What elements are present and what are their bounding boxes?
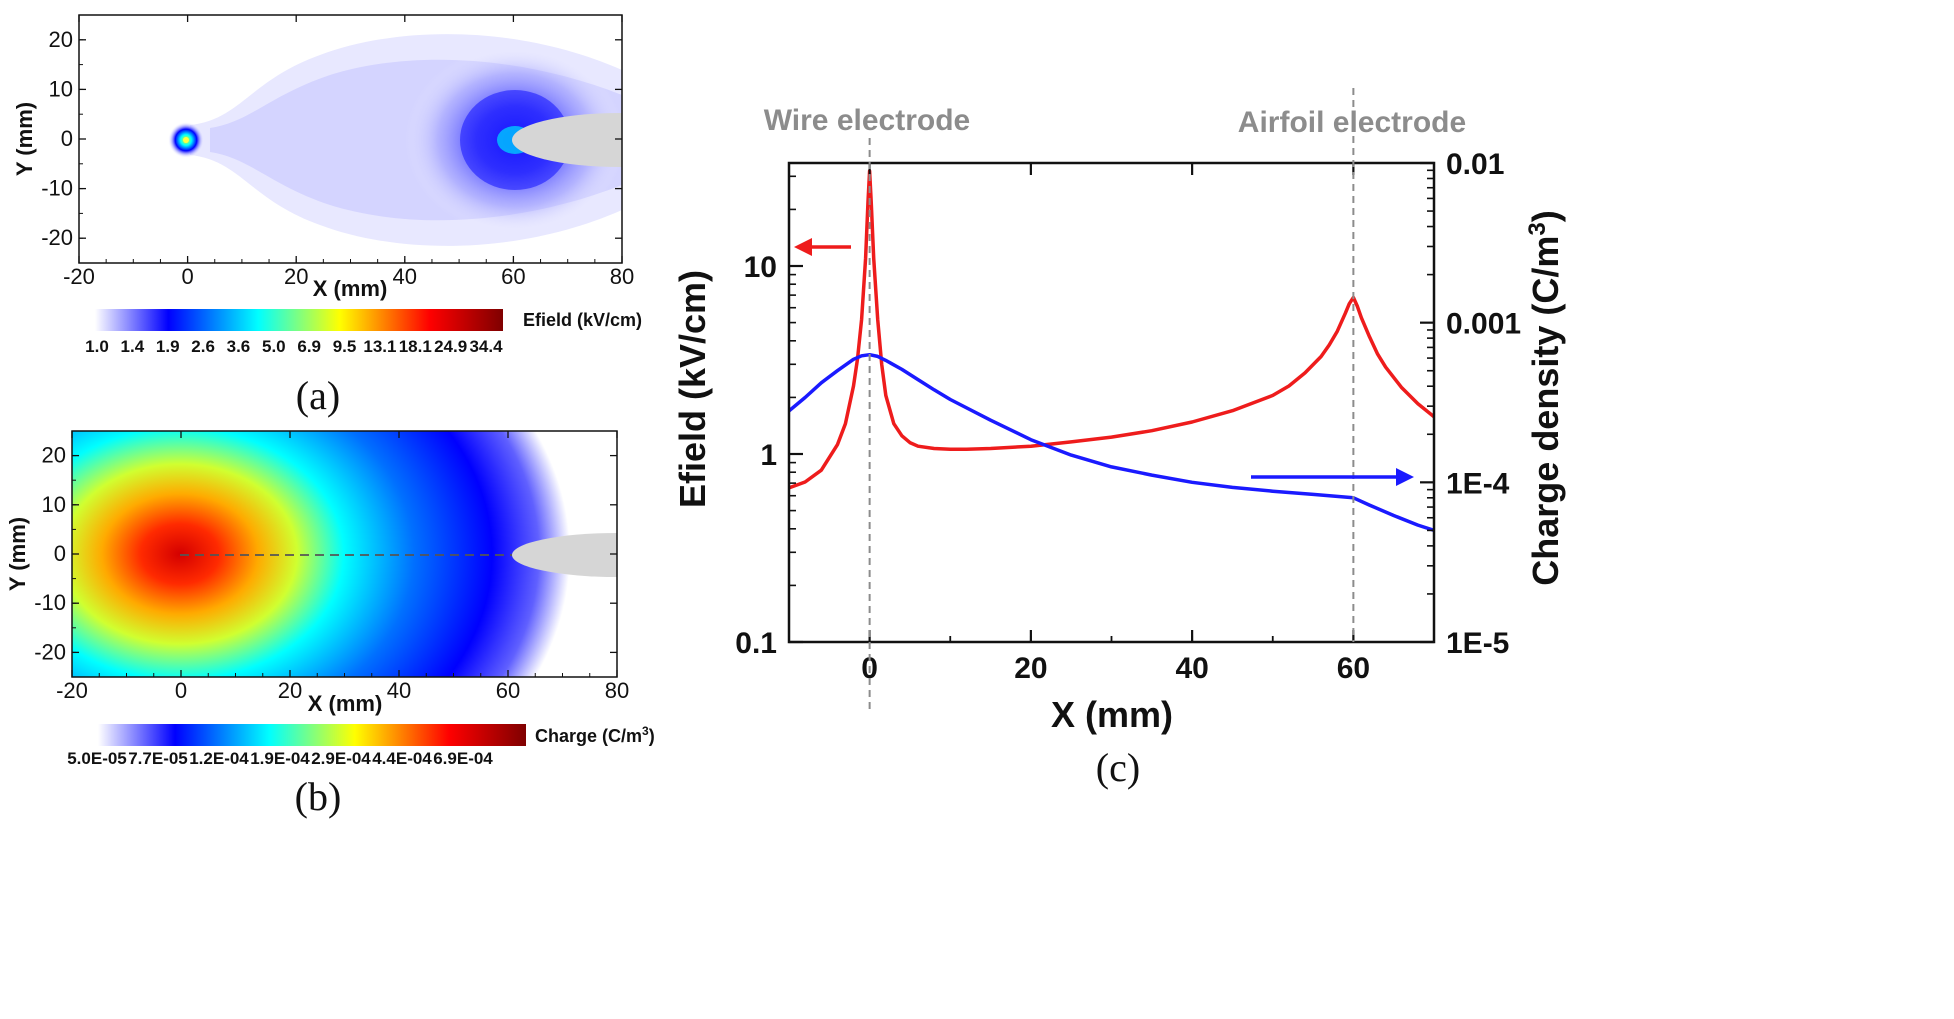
panel-a-colorbar-ticks: 1.0 1.4 1.9 2.6 3.6 5.0 6.9 9.5 13.1 18.1 24.9 34.4 bbox=[85, 337, 503, 356]
y-tick-label: -10 bbox=[41, 176, 73, 201]
panel-a-label: (a) bbox=[296, 373, 340, 418]
colorbar-tick-label: 5.0E-05 bbox=[67, 749, 127, 768]
panel-c-plot-area bbox=[789, 169, 1434, 533]
x-tick-label: 60 bbox=[501, 264, 525, 289]
y-tick-label: 0 bbox=[61, 126, 73, 151]
panel-b-axes: -20 0 20 40 60 80 20 10 0 -10 -20 bbox=[34, 430, 629, 703]
x-tick-label: -20 bbox=[56, 678, 88, 703]
colorbar-tick-label: 1.2E-04 bbox=[189, 749, 249, 768]
y-tick-label: 10 bbox=[42, 492, 66, 517]
colorbar-tick-label: 6.9 bbox=[297, 337, 321, 356]
panel-a-colorbar-title: Efield (kV/cm) bbox=[523, 310, 642, 330]
colorbar-tick-label: 2.9E-04 bbox=[311, 749, 371, 768]
colorbar-tick-label: 6.9E-04 bbox=[433, 749, 493, 768]
y-tick-label: 10 bbox=[49, 76, 73, 101]
x-tick-label: 60 bbox=[496, 678, 520, 703]
panel-a-ylabel: Y (mm) bbox=[12, 102, 37, 176]
left-y-tick-label: 1 bbox=[760, 439, 777, 472]
panel-b-xlabel: X (mm) bbox=[308, 691, 383, 716]
colorbar-tick-label: 4.4E-04 bbox=[372, 749, 432, 768]
panel-a: -20 0 20 40 60 80 20 10 0 -10 -20 X (mm) Y (mm) Ef… bbox=[12, 14, 642, 418]
colorbar-tick-label: 1.0 bbox=[85, 337, 109, 356]
colorbar-tick-label: 1.9E-04 bbox=[250, 749, 310, 768]
x-tick-label: 40 bbox=[393, 264, 417, 289]
colorbar-tick-label: 1.9 bbox=[156, 337, 180, 356]
panel-b-label: (b) bbox=[295, 774, 342, 819]
panel-c-frame bbox=[787, 161, 1436, 644]
x-tick-label: 20 bbox=[284, 264, 308, 289]
x-tick-label: 20 bbox=[1014, 652, 1047, 685]
charge-density-field bbox=[72, 431, 570, 677]
x-tick-label: 20 bbox=[278, 678, 302, 703]
right-y-tick-label: 1E-5 bbox=[1446, 627, 1509, 660]
panel-b-colorbar-ticks: 5.0E-05 7.7E-05 1.2E-04 1.9E-04 2.9E-04 4.4E-… bbox=[67, 749, 493, 768]
left-y-tick-label: 0.1 bbox=[735, 627, 777, 660]
colorbar-tick-label: 7.7E-05 bbox=[128, 749, 188, 768]
y-tick-label: -20 bbox=[34, 639, 66, 664]
y-tick-label: -20 bbox=[41, 225, 73, 250]
colorbar-tick-label: 3.6 bbox=[227, 337, 251, 356]
right-y-tick-label: 0.01 bbox=[1446, 148, 1504, 181]
panel-b-ylabel: Y (mm) bbox=[5, 517, 30, 591]
airfoil-electrode-shape-b bbox=[512, 533, 617, 577]
colorbar-tick-label: 1.4 bbox=[121, 337, 145, 356]
blue-arrow-right-axis bbox=[1251, 468, 1414, 486]
x-tick-label: 60 bbox=[1337, 652, 1370, 685]
y-tick-label: -10 bbox=[34, 590, 66, 615]
colorbar-tick-label: 24.9 bbox=[434, 337, 467, 356]
charge-density-series-line bbox=[789, 352, 1434, 533]
y-tick-label: 20 bbox=[42, 443, 66, 468]
x-tick-label: 80 bbox=[610, 264, 634, 289]
left-y-tick-label: 10 bbox=[744, 251, 777, 284]
panel-c-left-ylabel: Efield (kV/cm) bbox=[672, 270, 713, 508]
panel-c-right-ylabel: Charge density (C/m3) bbox=[1524, 210, 1567, 585]
right-y-tick-label: 0.001 bbox=[1446, 308, 1521, 341]
colorbar-tick-label: 34.4 bbox=[469, 337, 503, 356]
colorbar-tick-label: 18.1 bbox=[399, 337, 432, 356]
y-tick-label: 20 bbox=[49, 27, 73, 52]
y-tick-label: 0 bbox=[54, 541, 66, 566]
x-tick-label: 80 bbox=[605, 678, 629, 703]
right-y-tick-label: 1E-4 bbox=[1446, 467, 1510, 500]
x-tick-label: 0 bbox=[175, 678, 187, 703]
x-tick-label: -20 bbox=[63, 264, 95, 289]
x-tick-label: 40 bbox=[387, 678, 411, 703]
panel-b-charge-map bbox=[72, 431, 617, 677]
x-tick-label: 0 bbox=[181, 264, 193, 289]
colorbar-tick-label: 5.0 bbox=[262, 337, 286, 356]
panel-a-field-map bbox=[79, 15, 622, 263]
panel-b-colorbar-title: Charge (C/m3) bbox=[535, 724, 655, 746]
efield-series-line bbox=[789, 169, 1434, 490]
colorbar-tick-label: 9.5 bbox=[333, 337, 357, 356]
panel-a-xlabel: X (mm) bbox=[313, 276, 388, 301]
colorbar-tick-label: 13.1 bbox=[363, 337, 396, 356]
airfoil-electrode-label: Airfoil electrode bbox=[1238, 106, 1466, 139]
panel-b: -20 0 20 40 60 80 20 10 0 -10 -20 X (mm) Y (mm) Ch… bbox=[5, 430, 655, 819]
panel-a-colorbar bbox=[95, 309, 503, 331]
panel-b-colorbar bbox=[98, 724, 526, 746]
panel-a-axes: -20 0 20 40 60 80 20 10 0 -10 -20 bbox=[41, 14, 634, 289]
x-tick-label: 40 bbox=[1175, 652, 1208, 685]
red-arrow-left-axis bbox=[794, 238, 851, 256]
panel-c-xlabel: X (mm) bbox=[1051, 694, 1173, 735]
panel-c-label: (c) bbox=[1096, 745, 1140, 790]
wire-electrode-label: Wire electrode bbox=[764, 104, 970, 137]
colorbar-tick-label: 2.6 bbox=[191, 337, 215, 356]
airfoil-electrode-shape bbox=[512, 113, 622, 167]
